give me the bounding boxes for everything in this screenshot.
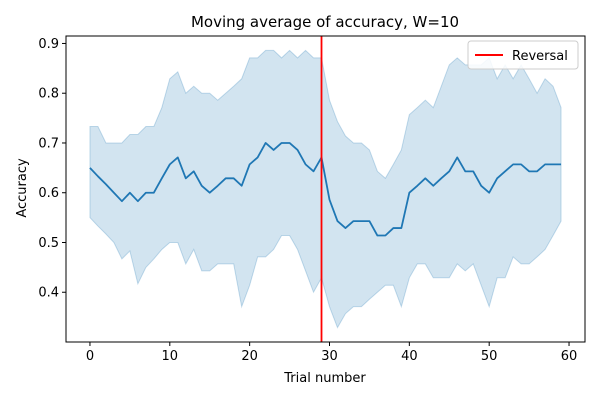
y-tick-label: 0.9 <box>38 37 59 52</box>
y-axis-ticks: 0.4 0.5 0.6 0.7 0.8 0.9 <box>38 37 66 301</box>
y-axis-label: Accuracy <box>15 158 30 218</box>
chart-title: Moving average of accuracy, W=10 <box>191 13 459 31</box>
legend: Reversal <box>467 40 579 70</box>
x-axis-ticks: 0 10 20 30 40 50 60 <box>86 342 577 364</box>
x-tick-label: 30 <box>321 349 338 364</box>
y-tick-label: 0.8 <box>38 87 59 102</box>
legend-reversal-label: Reversal <box>512 49 568 64</box>
y-tick-label: 0.5 <box>38 236 59 251</box>
mean-accuracy-line <box>89 142 562 237</box>
y-tick-label: 0.4 <box>38 286 59 301</box>
y-tick-label: 0.7 <box>38 136 59 151</box>
x-tick-label: 40 <box>401 349 418 364</box>
legend-box <box>467 40 579 70</box>
x-tick-label: 50 <box>481 349 498 364</box>
x-tick-label: 10 <box>162 349 179 364</box>
x-tick-label: 60 <box>561 349 578 364</box>
y-tick-label: 0.6 <box>38 186 59 201</box>
plot-area <box>89 36 562 342</box>
x-tick-label: 0 <box>86 349 94 364</box>
x-axis-label: Trial number <box>283 371 366 386</box>
confidence-band <box>89 49 562 329</box>
x-tick-label: 20 <box>241 349 258 364</box>
axes-frame <box>65 35 586 343</box>
